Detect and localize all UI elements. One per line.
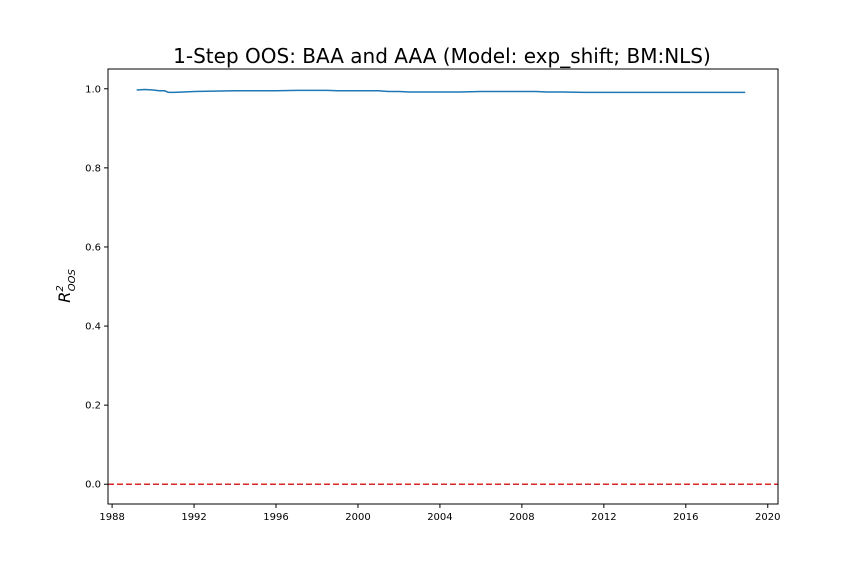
svg-text:R2OOS: R2OOS xyxy=(55,269,78,303)
x-tick-label: 2016 xyxy=(673,512,698,523)
x-tick-label: 1988 xyxy=(99,512,124,523)
series-line-0 xyxy=(136,88,746,94)
y-axis: 0.0 0.2 0.4 0.6 0.8 1.0 xyxy=(85,84,108,491)
x-tick-label: 2020 xyxy=(755,512,780,523)
x-tick-label: 1996 xyxy=(263,512,288,523)
series-layer xyxy=(136,88,746,94)
y-tick-label: 0.4 xyxy=(85,322,101,333)
y-tick-label: 0.6 xyxy=(85,242,101,253)
x-tick-label: 2000 xyxy=(345,512,370,523)
plot-area xyxy=(107,68,779,505)
x-tick-label: 2012 xyxy=(591,512,616,523)
y-tick-label: 1.0 xyxy=(85,84,101,95)
y-axis-label: R2OOS xyxy=(55,269,78,303)
y-tick-label: 0.2 xyxy=(85,401,101,412)
x-tick-label: 2008 xyxy=(509,512,534,523)
x-axis: 1988 1992 1996 2000 2004 2008 2012 2016 2020 xyxy=(99,504,780,523)
x-tick-label: 1992 xyxy=(181,512,206,523)
y-axis-label-base: R xyxy=(55,292,74,303)
y-tick-label: 0.0 xyxy=(85,480,101,491)
x-tick-label: 2004 xyxy=(427,512,452,523)
y-axis-label-superscript: 2 xyxy=(55,285,66,291)
y-tick-label: 0.8 xyxy=(85,163,101,174)
axes-frame xyxy=(107,68,779,505)
chart-title: 1-Step OOS: BAA and AAA (Model: exp_shif… xyxy=(173,44,711,68)
y-axis-label-subscript: OOS xyxy=(67,269,78,292)
